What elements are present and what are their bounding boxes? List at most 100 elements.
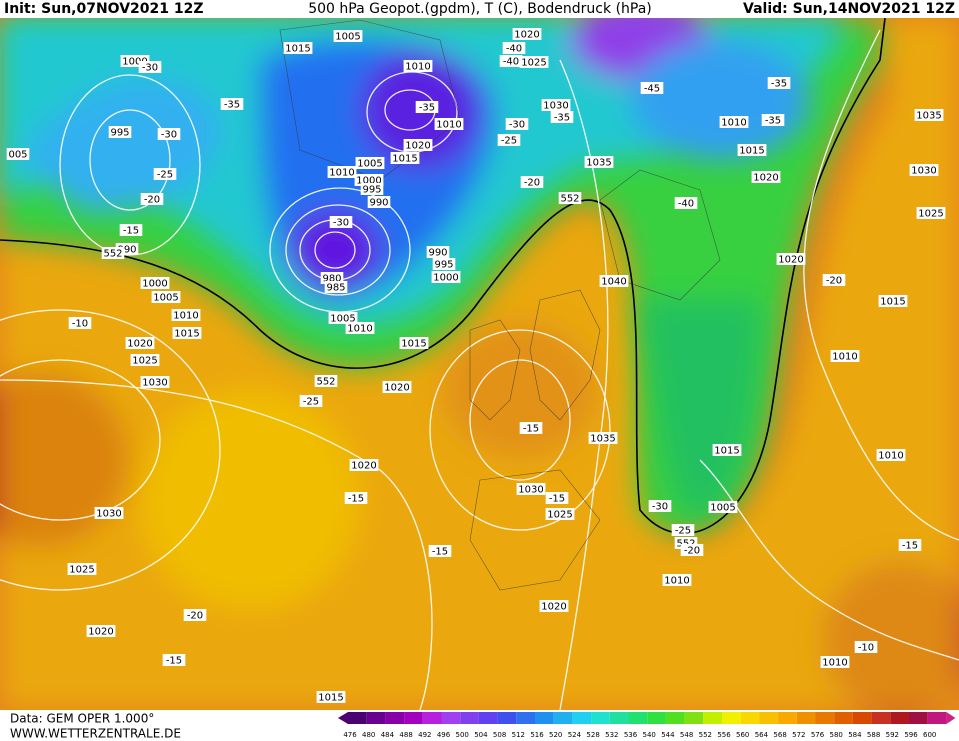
label-box <box>355 157 385 169</box>
colorbar-cell <box>909 712 928 724</box>
contour-label: 1020 <box>514 30 539 41</box>
label-box <box>140 376 170 388</box>
colorbar-label: 552 <box>699 731 712 739</box>
colorbar-cell <box>441 712 461 724</box>
contour-label: -15 <box>348 494 364 505</box>
colorbar-label: 600 <box>923 731 936 739</box>
contour-label: 1010 <box>822 658 847 669</box>
map-field <box>0 18 959 710</box>
label-box <box>130 354 160 366</box>
colorbar-label: 572 <box>792 731 805 739</box>
colorbar-label: 540 <box>643 731 656 739</box>
contour-label: 1005 <box>710 503 735 514</box>
label-box <box>519 422 543 434</box>
label-box <box>344 492 368 504</box>
colorbar-label: 560 <box>736 731 749 739</box>
contour-label: 1035 <box>916 111 941 122</box>
contour-label: 1020 <box>88 627 113 638</box>
label-box <box>403 139 433 151</box>
contour-label: 1005 <box>357 159 382 170</box>
colorbar-cell <box>834 712 853 724</box>
contour-label: 990 <box>117 245 136 256</box>
label-box <box>349 459 379 471</box>
colorbar-cell <box>609 712 629 724</box>
label-box <box>172 327 202 339</box>
colorbar-cell <box>890 712 909 724</box>
colorbar-cell <box>422 712 442 724</box>
label-box <box>761 114 785 126</box>
colorbar-cell <box>778 712 797 724</box>
colorbar-cell <box>852 712 872 724</box>
contour-label: -30 <box>652 502 668 513</box>
colorbar-cell <box>815 712 835 724</box>
colorbar-cell <box>703 712 722 724</box>
contour-label: -25 <box>157 170 173 181</box>
contour-label: -30 <box>161 130 177 141</box>
contour-label: 1025 <box>521 58 546 69</box>
label-box <box>541 99 571 111</box>
contour-label: 990 <box>428 248 447 259</box>
contour-label: 980 <box>322 274 341 285</box>
valid-time: Valid: Sun,14NOV2021 12Z <box>743 1 955 17</box>
label-box <box>157 128 181 140</box>
label-box <box>140 277 170 289</box>
contour-label: 1010 <box>832 352 857 363</box>
label-box <box>426 246 450 258</box>
label-box <box>550 111 574 123</box>
colorbar-cell <box>516 712 535 724</box>
contour-label: 1010 <box>878 451 903 462</box>
colorbar-label: 576 <box>811 731 825 739</box>
label-box <box>502 42 526 54</box>
contour-label: 1015 <box>285 44 310 55</box>
label-box <box>878 295 908 307</box>
label-box <box>108 126 132 138</box>
colorbar-cell <box>740 712 760 724</box>
label-box <box>680 544 704 556</box>
label-box <box>558 192 582 204</box>
contour-label: 1020 <box>384 383 409 394</box>
colorbar-label: 504 <box>474 731 488 739</box>
contour-label: 005 <box>8 150 27 161</box>
colorbar-label: 500 <box>456 731 469 739</box>
colorbar-cell <box>759 712 779 724</box>
contour-label: -15 <box>549 494 565 505</box>
contour-label: 1015 <box>174 329 199 340</box>
colorbar-label: 516 <box>530 731 544 739</box>
label-box <box>415 101 439 113</box>
contour-label: -25 <box>303 397 319 408</box>
colorbar-label: 476 <box>343 731 357 739</box>
contour-label: 1000 <box>433 273 458 284</box>
contour-label: -20 <box>524 178 540 189</box>
label-box <box>648 500 672 512</box>
contour-label: -25 <box>501 136 517 147</box>
contour-label: -30 <box>333 218 349 229</box>
label-box <box>316 691 346 703</box>
label-box <box>539 600 569 612</box>
label-box <box>125 337 155 349</box>
contour-label: 1020 <box>753 173 778 184</box>
contour-label: 1015 <box>714 446 739 457</box>
contour-label: 1010 <box>405 62 430 73</box>
colorbar-label: 556 <box>717 731 731 739</box>
label-box <box>497 134 521 146</box>
contour-label: -35 <box>419 103 435 114</box>
label-box <box>94 507 124 519</box>
label-box <box>751 171 781 183</box>
colorbar-label: 480 <box>362 731 375 739</box>
contour-label: 1010 <box>173 311 198 322</box>
colorbar-label: 596 <box>904 731 918 739</box>
colorbar-label: 536 <box>624 731 638 739</box>
label-box <box>360 183 384 195</box>
contour-label: 1020 <box>351 461 376 472</box>
colorbar-cell <box>591 712 610 724</box>
label-box <box>101 247 125 259</box>
label-box <box>403 60 433 72</box>
label-box <box>737 144 767 156</box>
label-box <box>345 322 375 334</box>
label-box <box>545 508 575 520</box>
label-box <box>220 98 244 110</box>
colorbar-cell <box>478 712 498 724</box>
label-box <box>520 176 544 188</box>
contour-label: -35 <box>224 100 240 111</box>
